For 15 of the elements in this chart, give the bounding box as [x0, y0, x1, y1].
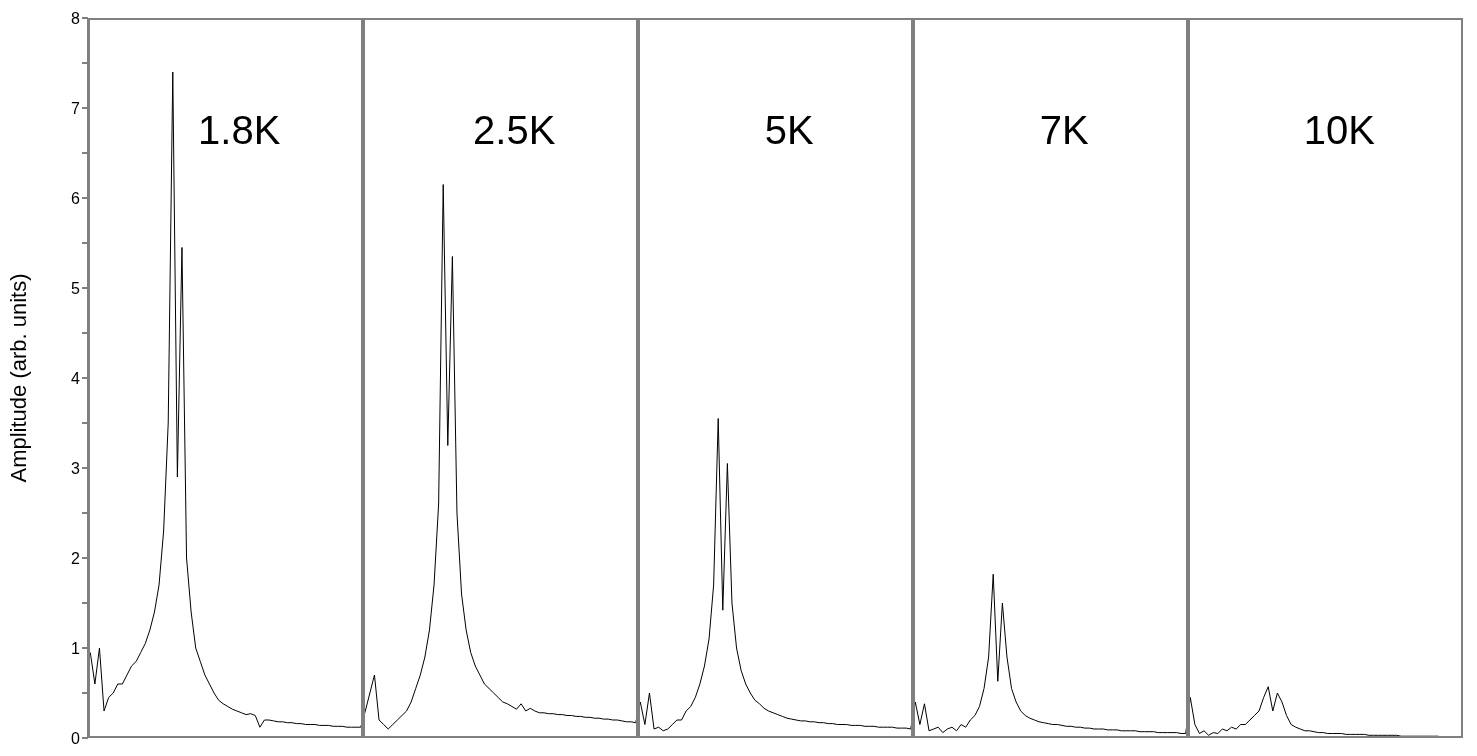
annotation: 10K [1303, 108, 1375, 153]
y-tick-label: 8 [71, 9, 81, 27]
annotation: 7K [1039, 108, 1089, 153]
y-tick-label: 5 [71, 279, 81, 297]
y-tick-label: 0 [71, 729, 81, 747]
y-tick-label: 3 [71, 459, 81, 477]
y-tick-label: 4 [71, 369, 81, 387]
annotation: 5K [764, 108, 814, 153]
y-tick-label: 6 [71, 189, 81, 207]
annotation: 2.5K [473, 108, 556, 153]
y-tick-label: 7 [71, 99, 81, 117]
annotation: 1.8K [198, 108, 281, 153]
y-tick-label: 1 [71, 639, 81, 657]
y-axis-title: Amplitude (arb. units) [5, 273, 31, 483]
y-tick-label: 2 [71, 549, 81, 567]
